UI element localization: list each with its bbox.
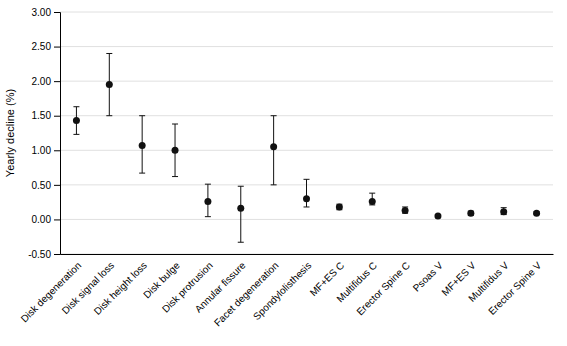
y-tick: 2.00 (32, 76, 60, 87)
grid-line (60, 254, 553, 255)
error-bar (172, 124, 178, 177)
dot (139, 142, 146, 149)
dot (303, 195, 310, 202)
dot (402, 207, 409, 214)
x-tick-label: Erector Spine C (354, 260, 412, 318)
error-bar (304, 179, 310, 207)
error-bar-cap-high (106, 53, 112, 54)
error-bar-stem (306, 179, 307, 207)
error-bar-cap-low (139, 173, 145, 174)
x-tick: Disk degeneration (19, 260, 84, 325)
grid-line (60, 81, 553, 82)
y-tick-mark (54, 185, 60, 186)
dot (237, 205, 244, 212)
x-tick: Erector Spine C (354, 260, 412, 318)
grid-line (60, 46, 553, 47)
y-tick: 0.00 (32, 214, 60, 225)
error-bar (402, 207, 408, 213)
dot (172, 147, 179, 154)
y-tick: 1.50 (32, 110, 60, 121)
y-tick-mark (54, 116, 60, 117)
error-bar-cap-high (304, 179, 310, 180)
y-tick-mark (54, 254, 60, 255)
x-tick: Erector Spine V (486, 259, 544, 317)
x-tick-label: Erector Spine V (486, 259, 544, 317)
error-bar-cap-low (73, 134, 79, 135)
y-tick-label: 3.00 (32, 7, 52, 18)
y-tick-label: 1.50 (32, 110, 52, 121)
x-tick-label: Disk degeneration (19, 260, 84, 325)
error-bar (139, 116, 145, 173)
marks (73, 53, 540, 242)
x-axis-line (61, 254, 554, 255)
grid-line (60, 12, 553, 13)
y-tick-label: -0.50 (28, 249, 51, 260)
error-bar-cap-low (304, 206, 310, 207)
error-bar-cap-high (172, 124, 178, 125)
error-bar (238, 186, 244, 242)
dot (533, 210, 540, 217)
error-bar (106, 53, 112, 115)
grid-line (60, 150, 553, 151)
error-bar (73, 107, 79, 135)
y-tick-label: 2.50 (32, 41, 52, 52)
error-bar-cap-low (238, 242, 244, 243)
error-bar-cap-high (369, 193, 375, 194)
dot (500, 208, 507, 215)
error-bar-stem (240, 186, 241, 242)
x-tick: Spondylolisthesis (251, 260, 313, 322)
plot: -0.50 0.00 0.50 1.00 1.50 2.00 2.50 3.00 Disk de… (19, 7, 554, 329)
y-axis-line (54, 13, 61, 255)
y-tick-label: 0.00 (32, 214, 52, 225)
error-bar-cap-high (501, 207, 507, 208)
y-tick: 3.00 (32, 7, 60, 18)
dot (204, 198, 211, 205)
error-bar (336, 204, 342, 210)
error-bar (369, 193, 375, 205)
x-tick: Disk height loss (92, 260, 149, 317)
error-bar-cap-high (139, 115, 145, 116)
y-tick-label: 2.00 (32, 76, 52, 87)
y-tick-mark (54, 47, 60, 48)
error-bar-cap-high (205, 184, 211, 185)
x-tick-label: Disk height loss (92, 260, 149, 317)
error-bar-cap-high (238, 186, 244, 187)
y-tick: 1.00 (32, 145, 60, 156)
grid-line (60, 219, 553, 220)
error-bar (205, 184, 211, 216)
error-bar (271, 116, 277, 185)
error-bar-cap-low (172, 176, 178, 177)
error-bar-cap-high (73, 106, 79, 107)
grid-line (60, 115, 553, 116)
y-tick: -0.50 (28, 249, 60, 260)
grid (60, 12, 553, 254)
dot (336, 203, 343, 210)
y-axis: -0.50 0.00 0.50 1.00 1.50 2.00 2.50 3.00 (28, 7, 60, 260)
x-tick-label: Spondylolisthesis (251, 260, 313, 322)
y-tick-mark (54, 219, 60, 220)
y-tick-mark (54, 12, 60, 13)
dot (270, 143, 277, 150)
y-tick-mark (54, 81, 60, 82)
error-bar (501, 208, 507, 215)
dot (467, 210, 474, 217)
error-bar-cap-low (106, 115, 112, 116)
chart: -0.50 0.00 0.50 1.00 1.50 2.00 2.50 3.00 Disk de… (0, 0, 567, 346)
y-tick-mark (54, 150, 60, 151)
y-tick: 0.50 (32, 180, 60, 191)
dot (106, 81, 113, 88)
y-tick: 2.50 (32, 41, 60, 52)
error-bar-cap-low (271, 184, 277, 185)
dot (73, 117, 80, 124)
dot (369, 198, 376, 205)
y-axis-title: Yearly decline (%) (4, 89, 16, 177)
error-bar-cap-high (271, 115, 277, 116)
error-bar-cap-low (205, 216, 211, 217)
y-tick-label: 1.00 (32, 145, 52, 156)
x-axis: Disk degenerationDisk signal lossDisk he… (19, 255, 554, 329)
dot (434, 212, 441, 219)
y-tick-label: 0.50 (32, 180, 52, 191)
